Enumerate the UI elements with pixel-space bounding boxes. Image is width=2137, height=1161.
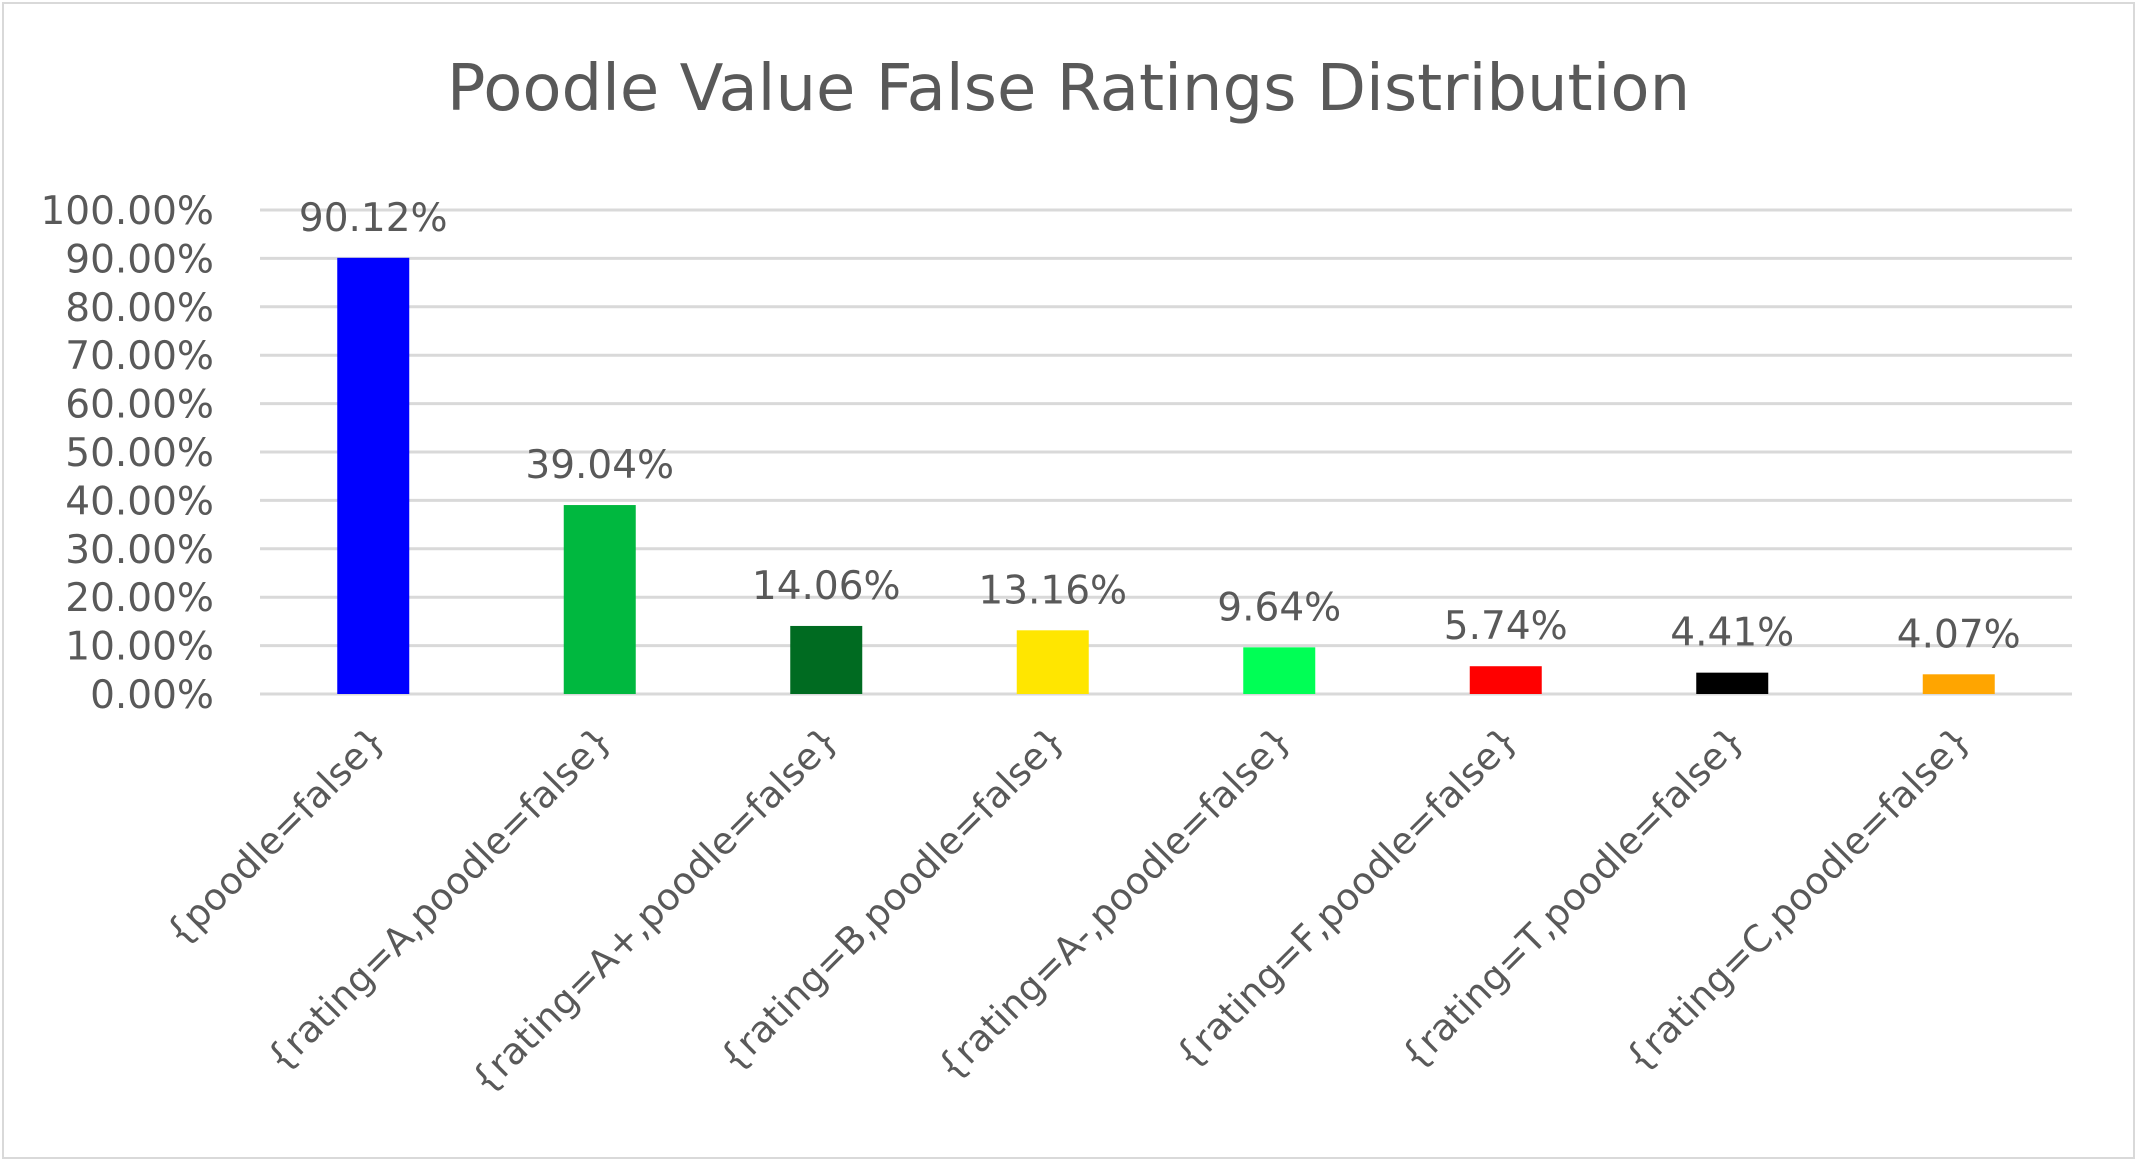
bar [790, 625, 863, 694]
y-tick-label: 80.00% [65, 286, 214, 331]
y-tick-label: 10.00% [65, 625, 214, 670]
bar [563, 505, 636, 694]
y-tick-label: 30.00% [65, 528, 214, 573]
chart-title: Poodle Value False Ratings Distribution [446, 52, 1691, 126]
x-tick-label: {poodle=false} [157, 718, 393, 954]
y-tick-label: 90.00% [65, 237, 214, 282]
y-axis-ticks: 0.00%10.00%20.00%30.00%40.00%50.00%60.00… [40, 189, 214, 718]
y-tick-label: 40.00% [65, 479, 214, 524]
bar [1016, 630, 1089, 694]
y-tick-label: 70.00% [65, 334, 214, 379]
y-tick-label: 20.00% [65, 576, 214, 621]
x-axis-labels: {poodle=false}{rating=A,poodle=false}{ra… [157, 718, 1979, 1102]
bars [337, 257, 1995, 694]
x-tick-label: {rating=A+,poodle=false} [463, 718, 847, 1102]
data-label: 13.16% [978, 568, 1127, 613]
y-tick-label: 0.00% [90, 673, 214, 718]
x-tick-label: {rating=A-,poodle=false} [929, 718, 1300, 1089]
bar [1469, 666, 1542, 694]
bar [1922, 674, 1995, 694]
data-label: 4.41% [1670, 611, 1794, 656]
y-tick-label: 60.00% [65, 383, 214, 428]
data-label: 90.12% [299, 196, 448, 241]
bar [1243, 647, 1316, 694]
bar [1696, 672, 1769, 694]
bar [337, 257, 410, 694]
data-label: 9.64% [1217, 585, 1341, 630]
gridlines [260, 208, 2072, 696]
data-label: 5.74% [1444, 604, 1568, 649]
y-tick-label: 100.00% [40, 189, 214, 234]
y-tick-label: 50.00% [65, 431, 214, 476]
data-label: 4.07% [1897, 612, 2021, 657]
data-label: 39.04% [525, 443, 674, 488]
data-labels: 90.12% 39.04% 14.06% 13.16% 9.64% 5.74% 4.41% 4… [299, 196, 2021, 657]
data-label: 14.06% [752, 564, 901, 609]
